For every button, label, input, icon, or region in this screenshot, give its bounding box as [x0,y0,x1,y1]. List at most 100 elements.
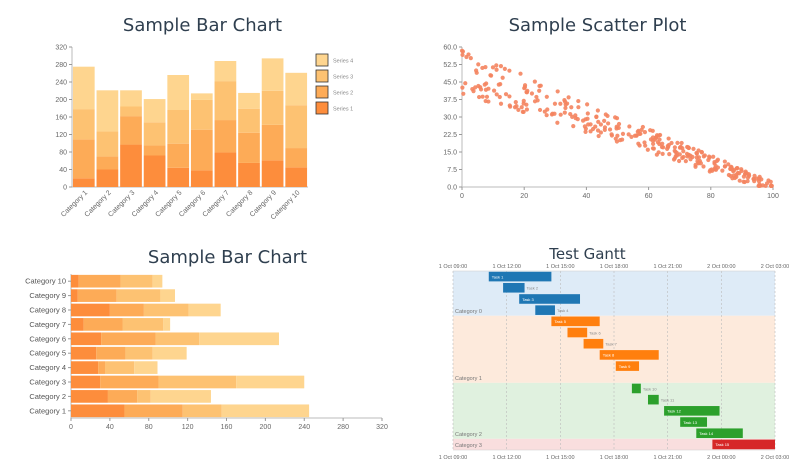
x-tick-label: 100 [767,193,779,200]
bar-segment [71,303,110,317]
bar-segment [120,116,142,145]
bar-segment [214,152,237,187]
gantt-chart: Category 0 Category 1 Category 2 Category 3… [439,264,789,461]
scatter-point [609,132,614,137]
scatter-point [502,66,507,71]
bar-segment [143,303,189,317]
scatter-point [580,118,586,123]
bar-segment [152,346,187,360]
scatter-point [494,92,499,97]
scatter-point [645,147,650,152]
scatter-point [468,55,473,61]
scatter-point [476,62,481,67]
scatter-point [737,178,742,183]
y-tick-label: 0 [63,185,67,192]
bar-segment [77,289,117,302]
y-tick-label: 280 [55,62,67,69]
scatter-point [521,101,526,106]
scatter-point [595,128,601,133]
gantt-task-bar [647,394,659,405]
bar-segment [143,145,166,156]
bar-segment [107,390,138,403]
scatter-point [655,140,661,145]
scatter-point [507,68,512,73]
scatter-point [555,89,560,94]
scatter-point [696,160,701,165]
bar-segment [96,90,119,132]
y-tick-label: Category 7 [29,320,66,329]
bar-segment [167,110,190,144]
scatter-point [558,101,563,106]
time-tick-bottom: 2 Oct 00:00 [707,455,735,461]
gantt-task-bar [503,282,525,293]
scatter-point [683,159,688,164]
bar-segment [182,404,222,418]
scatter-point [651,146,656,151]
bar-segment [72,66,95,110]
scatter-point [693,162,698,167]
gantt-task-bar [712,439,775,450]
bar-segment [261,124,284,161]
bar-segment [285,148,308,168]
scatter-point [500,75,505,80]
bar-segment [221,404,310,418]
scatter-point [679,140,684,146]
gantt-task-bar [631,383,641,394]
scatter-point [643,143,648,148]
scatter-point [615,133,620,138]
scatter-point [482,82,487,87]
scatter-point [627,124,632,129]
scatter-panel: Sample Scatter Plot 0.0 7.5 15.0 22.5 30.0 37… [395,0,790,237]
scatter-point [520,109,525,115]
scatter-point [606,121,611,126]
horizontal-bar-title: Sample Bar Chart [147,247,308,268]
scatter-point [555,120,560,125]
scatter-point [722,164,728,169]
bar-segment [120,274,153,288]
bar-segment [120,106,142,117]
bar-segment [72,139,95,179]
scatter-point [602,125,608,130]
y-tick-label: 30.0 [443,115,457,122]
bar-segment [167,143,190,168]
scatter-point [537,107,543,113]
x-tick-label: 280 [337,424,349,431]
scatter-point [588,129,593,134]
scatter-point [544,113,549,118]
bar-segment [236,375,305,389]
scatter-point [460,52,465,57]
scatter-point [745,175,751,180]
bar-segment [199,332,279,346]
scatter-point [463,81,468,86]
scatter-point [491,88,497,93]
y-tick-label: Category 10 [25,277,66,286]
scatter-point [637,131,642,136]
scatter-point [707,155,712,160]
scatter-point [632,133,638,138]
scatter-point [741,179,746,184]
gantt-task-label: Task 4 [557,308,569,313]
scatter-point [618,138,623,143]
bar-segment [285,72,308,106]
scatter-point [756,179,762,184]
scatter-point [666,142,671,148]
bar-segment [238,108,260,133]
scatter-title: Sample Scatter Plot [508,15,687,36]
scatter-point [596,133,601,139]
bar-segment [96,346,126,360]
scatter-point [476,83,481,89]
scatter-point [640,124,645,130]
bar-segment [100,375,159,389]
scatter-point [498,101,504,106]
bar-segment [125,346,153,360]
scatter-point [602,118,607,124]
scatter-point [558,112,563,117]
scatter-point [737,171,742,176]
scatter-point [513,99,518,105]
bar-segment [158,375,237,389]
category-label: Category 3 [455,443,482,449]
scatter-point [497,94,502,100]
scatter-point [764,181,770,186]
gantt-task-bar [488,271,552,282]
